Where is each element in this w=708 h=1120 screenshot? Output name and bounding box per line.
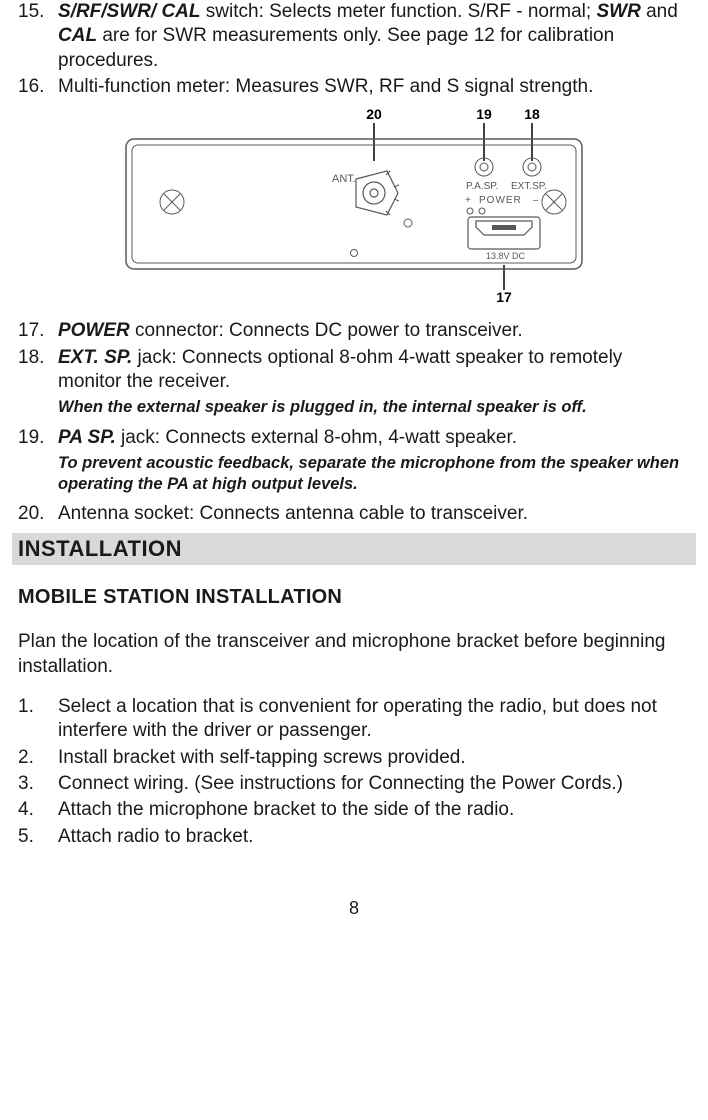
callout-19: 19 xyxy=(476,106,492,122)
step-number: 4. xyxy=(18,798,58,822)
item-number: 17. xyxy=(18,319,58,343)
step-5: 5. Attach radio to bracket. xyxy=(18,825,690,849)
label-power-minus: – xyxy=(533,195,539,206)
label-ext-sp: EXT.SP. xyxy=(511,181,547,192)
indicator-icon xyxy=(467,208,473,214)
item-term: SWR xyxy=(596,1,640,22)
intro-paragraph: Plan the location of the transceiver and… xyxy=(18,630,690,679)
power-connector-icon xyxy=(468,217,540,249)
callout-20: 20 xyxy=(366,106,382,122)
item-term: EXT. SP. xyxy=(58,347,132,368)
step-text: Attach radio to bracket. xyxy=(58,825,690,849)
item-term: CAL xyxy=(58,25,97,46)
item-text: jack: Connects optional 8-ohm 4-watt spe… xyxy=(58,347,622,392)
page-number: 8 xyxy=(18,897,690,920)
step-text: Connect wiring. (See instructions for Co… xyxy=(58,772,690,796)
rear-panel-svg: 20 19 18 17 ANT. xyxy=(84,105,624,305)
label-power: POWER xyxy=(479,195,522,206)
item-text: connector: Connects DC power to transcei… xyxy=(130,320,523,341)
item-text: and xyxy=(641,1,678,22)
label-pa-sp: P.A.SP. xyxy=(466,181,498,192)
item-number: 18. xyxy=(18,346,58,395)
item-body: PA SP. jack: Connects external 8-ohm, 4-… xyxy=(58,426,690,450)
label-power-plus: + xyxy=(465,195,471,206)
rear-panel-diagram: 20 19 18 17 ANT. xyxy=(18,105,690,305)
item-number: 19. xyxy=(18,426,58,450)
item-term: POWER xyxy=(58,320,130,341)
step-number: 2. xyxy=(18,746,58,770)
screw-icon xyxy=(160,190,184,214)
item-text: are for SWR measurements only. See page … xyxy=(58,25,614,70)
indicator-icon xyxy=(479,208,485,214)
step-3: 3. Connect wiring. (See instructions for… xyxy=(18,772,690,796)
step-text: Select a location that is convenient for… xyxy=(58,695,690,744)
item-body: Multi-function meter: Measures SWR, RF a… xyxy=(58,75,690,99)
list-item-20: 20. Antenna socket: Connects antenna cab… xyxy=(18,502,690,526)
subsection-heading: MOBILE STATION INSTALLATION xyxy=(18,585,690,611)
item-number: 20. xyxy=(18,502,58,526)
item-term: S/RF/SWR/ CAL xyxy=(58,1,201,22)
small-screw-icon xyxy=(351,250,358,257)
item-number: 15. xyxy=(18,0,58,73)
list-item-18: 18. EXT. SP. jack: Connects optional 8-o… xyxy=(18,346,690,395)
step-text: Attach the microphone bracket to the sid… xyxy=(58,798,690,822)
item-number: 16. xyxy=(18,75,58,99)
item-body: S/RF/SWR/ CAL switch: Selects meter func… xyxy=(58,0,690,73)
step-text: Install bracket with self-tapping screws… xyxy=(58,746,690,770)
item-text: jack: Connects external 8-ohm, 4-watt sp… xyxy=(116,427,517,448)
item-term: PA SP. xyxy=(58,427,116,448)
item-note: To prevent acoustic feedback, separate t… xyxy=(58,453,690,494)
list-item-17: 17. POWER connector: Connects DC power t… xyxy=(18,319,690,343)
list-item-19: 19. PA SP. jack: Connects external 8-ohm… xyxy=(18,426,690,450)
step-1: 1. Select a location that is convenient … xyxy=(18,695,690,744)
step-4: 4. Attach the microphone bracket to the … xyxy=(18,798,690,822)
step-number: 3. xyxy=(18,772,58,796)
list-item-15: 15. S/RF/SWR/ CAL switch: Selects meter … xyxy=(18,0,690,73)
section-heading: INSTALLATION xyxy=(12,533,696,565)
label-dc: 13.8V DC xyxy=(486,251,526,261)
item-text: switch: Selects meter function. S/RF - n… xyxy=(201,1,597,22)
screw-icon xyxy=(542,190,566,214)
callout-17: 17 xyxy=(496,289,512,305)
antenna-connector-icon xyxy=(356,171,399,215)
item-body: EXT. SP. jack: Connects optional 8-ohm 4… xyxy=(58,346,690,395)
step-2: 2. Install bracket with self-tapping scr… xyxy=(18,746,690,770)
list-item-16: 16. Multi-function meter: Measures SWR, … xyxy=(18,75,690,99)
item-body: POWER connector: Connects DC power to tr… xyxy=(58,319,690,343)
callout-18: 18 xyxy=(524,106,540,122)
small-screw-icon xyxy=(404,219,412,227)
item-body: Antenna socket: Connects antenna cable t… xyxy=(58,502,690,526)
step-number: 5. xyxy=(18,825,58,849)
step-number: 1. xyxy=(18,695,58,744)
label-ant: ANT. xyxy=(332,173,356,185)
item-note: When the external speaker is plugged in,… xyxy=(58,397,690,418)
